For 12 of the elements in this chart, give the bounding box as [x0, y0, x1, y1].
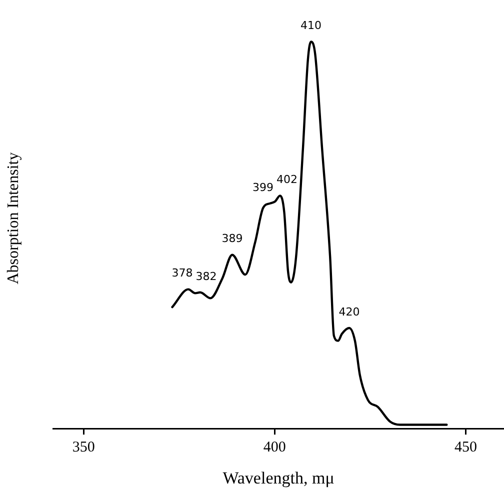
- annotation: 399: [252, 180, 274, 194]
- x-tick-label: 400: [263, 440, 286, 456]
- annotation: 382: [196, 270, 217, 283]
- x-tick-label: 450: [454, 440, 478, 456]
- annotation: 420: [338, 305, 360, 318]
- x-axis-title: Wavelength, mμ: [222, 468, 334, 488]
- x-tick-label: 350: [72, 440, 95, 456]
- annotation: 410: [300, 19, 322, 32]
- annotation: 378: [172, 266, 193, 280]
- y-axis-title: Absorption Intensity: [4, 152, 22, 284]
- annotation: 389: [222, 232, 243, 246]
- annotation: 402: [276, 173, 298, 186]
